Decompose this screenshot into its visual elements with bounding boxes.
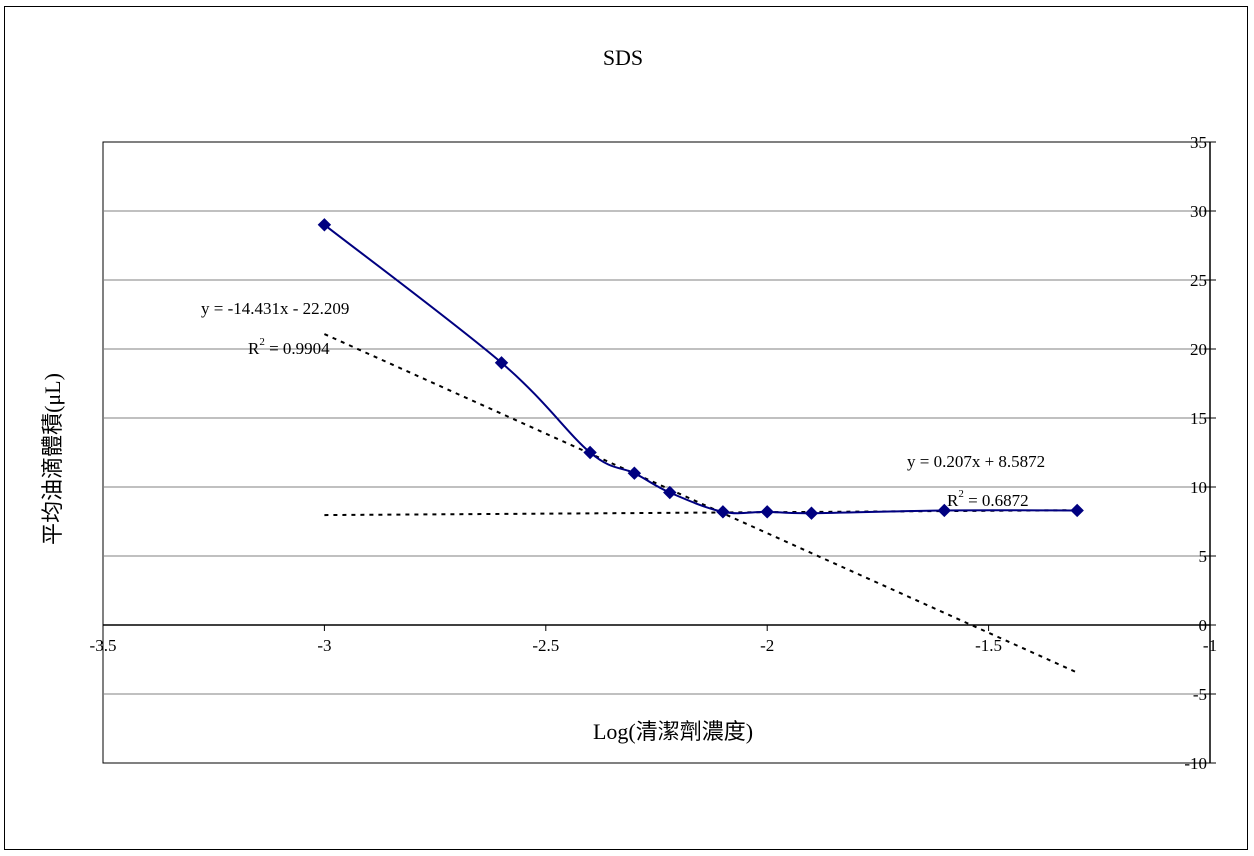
x-tick-label-4: -1.5 [975,636,1002,655]
y-tick-label-6: 5 [1199,547,1208,566]
trendline-layer [323,333,1078,674]
x-tick-label-3: -2 [760,636,774,655]
x-axis-title: Log(清潔劑濃度) [593,719,753,744]
y-axis-title: 平均油滴體積(μL) [40,373,65,545]
trendline-1-r2-prefix: R [248,339,260,358]
chart-frame: SDS 35302520151050-5-10-3.5-3-2.5-2-1.5-… [4,6,1248,850]
y-tick-label-0: 35 [1190,133,1207,152]
y-tick-label-4: 15 [1190,409,1207,428]
grid-layer [103,210,1210,695]
chart-title: SDS [603,45,643,70]
series-0-point-4 [663,485,677,500]
series-0-point-9 [1070,503,1084,518]
y-tick-label-9: -10 [1184,754,1207,773]
trendline-1-r2-exp: 2 [259,336,265,348]
trendline-2-r2-value: = 0.6872 [964,491,1029,510]
y-tick-label-3: 20 [1190,340,1207,359]
chart-svg: SDS 35302520151050-5-10-3.5-3-2.5-2-1.5-… [40,45,1218,773]
series-0-point-2 [583,445,597,460]
trendline-1 [323,333,1078,674]
x-tick-label-0: -3.5 [90,636,117,655]
axes-layer: 35302520151050-5-10-3.5-3-2.5-2-1.5-1 [90,133,1218,773]
y-tick-label-2: 25 [1190,271,1207,290]
trendline-1-r2: R2 = 0.9904 [248,336,330,358]
trendline-2-r2-exp: 2 [958,488,964,500]
trendline-2-r2-prefix: R [947,491,959,510]
trendline-1-r2-value: = 0.9904 [265,339,330,358]
x-tick-label-2: -2.5 [532,636,559,655]
series-0-point-7 [804,506,819,520]
annotation-layer: y = -14.431x - 22.209 R2 = 0.9904 y = 0.… [201,299,1045,510]
trendline-1-equation: y = -14.431x - 22.209 [201,299,349,318]
series-0-point-5 [716,505,730,519]
series-0-point-6 [760,505,774,519]
y-tick-label-1: 30 [1190,202,1207,221]
x-tick-label-5: -1 [1203,636,1217,655]
x-tick-label-1: -3 [317,636,331,655]
series-0-point-0 [317,218,332,232]
series-0-point-1 [494,356,509,370]
y-tick-label-5: 10 [1190,478,1207,497]
trendline-2-r2: R2 = 0.6872 [947,488,1029,510]
y-tick-label-8: -5 [1193,685,1207,704]
series-layer [317,218,1084,520]
series-0-point-3 [627,466,642,480]
series-0-point-8 [937,503,952,518]
trendline-2-equation: y = 0.207x + 8.5872 [907,452,1045,471]
